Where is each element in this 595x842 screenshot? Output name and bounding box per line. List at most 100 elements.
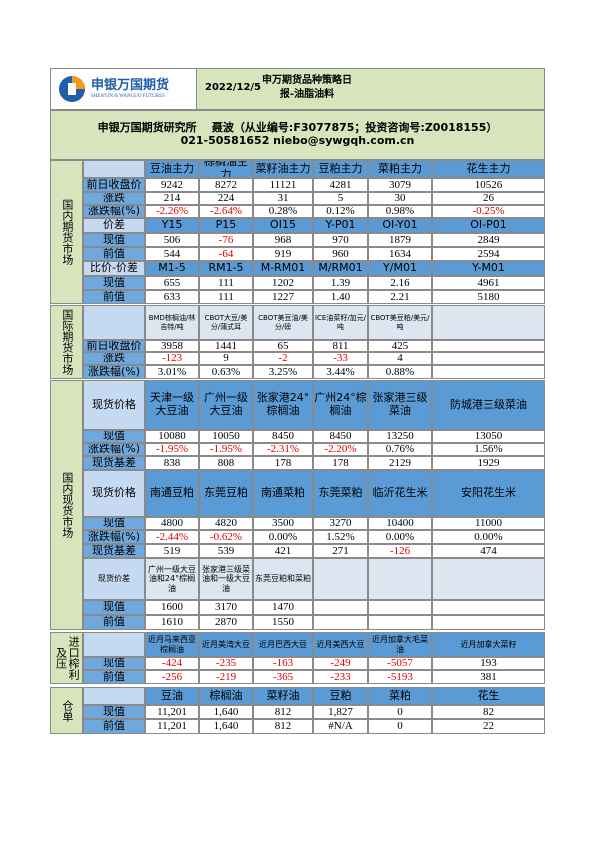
row-label: 涨跌幅(%) — [83, 443, 145, 456]
row-label — [83, 305, 145, 340]
column-header: 东莞豆粕和菜粕 — [253, 558, 313, 600]
value-cell: -249 — [313, 657, 368, 670]
column-header: 豆油 — [145, 687, 199, 705]
column-header: 棕榈油 — [199, 687, 253, 705]
value-cell — [313, 600, 368, 615]
value-cell — [432, 600, 545, 615]
value-cell: 655 — [145, 276, 199, 290]
section-label: 国内现货市场 — [50, 380, 83, 630]
value-cell: -2.31% — [253, 443, 313, 456]
value-cell: 968 — [253, 233, 313, 247]
value-cell: 82 — [432, 705, 545, 719]
value-cell: 111 — [199, 276, 253, 290]
row-label — [83, 687, 145, 705]
column-header: CBOT美豆油/美分/磅 — [253, 305, 313, 340]
value-cell: 633 — [145, 290, 199, 304]
row-label: 前日收盘价 — [83, 340, 145, 352]
value-cell: 10526 — [432, 178, 545, 192]
logo: 申银万国期货 SHENYIN & WANGUO FUTURES — [50, 68, 197, 110]
value-cell: 178 — [253, 456, 313, 470]
value-cell: -76 — [199, 233, 253, 247]
section-label: 国际期货市场 — [50, 305, 83, 379]
value-cell: 519 — [145, 544, 199, 558]
column-header: 近月马来西亚棕榈油 — [145, 632, 199, 657]
value-cell: -424 — [145, 657, 199, 670]
value-cell: 5180 — [432, 290, 545, 304]
column-header: 天津一级大豆油 — [145, 380, 199, 430]
column-header: 南通菜粕 — [253, 470, 313, 517]
value-cell: 1227 — [253, 290, 313, 304]
row-label — [83, 160, 145, 178]
value-cell: -5193 — [368, 670, 432, 684]
value-cell: 812 — [253, 719, 313, 734]
column-header — [432, 305, 545, 340]
column-header: 近月加拿大菜籽 — [432, 632, 545, 657]
value-cell: 3270 — [313, 517, 368, 530]
column-header: CBOT美豆粕/美元/吨 — [368, 305, 432, 340]
value-cell: 5 — [313, 192, 368, 205]
row-label: 现货价差 — [83, 558, 145, 600]
logo-icon — [59, 76, 85, 102]
value-cell: 0.28% — [253, 205, 313, 218]
column-header: 张家港三级菜油 — [368, 380, 432, 430]
value-cell: 8272 — [199, 178, 253, 192]
value-cell — [432, 340, 545, 352]
value-cell: 1879 — [368, 233, 432, 247]
value-cell: 0 — [368, 705, 432, 719]
logo-cn: 申银万国期货 — [91, 77, 170, 93]
column-header: 棕榈油主力 — [199, 160, 253, 178]
column-header: Y-P01 — [313, 218, 368, 233]
column-header: OI15 — [253, 218, 313, 233]
column-header: 广州一级大豆油 — [199, 380, 253, 430]
value-cell: 0.88% — [368, 365, 432, 379]
row-label: 前值 — [83, 670, 145, 684]
value-cell: 1.56% — [432, 443, 545, 456]
value-cell: 9 — [199, 352, 253, 365]
value-cell — [432, 352, 545, 365]
value-cell: -233 — [313, 670, 368, 684]
row-label: 前日收盘价 — [83, 178, 145, 192]
column-header — [368, 558, 432, 600]
value-cell: -0.25% — [432, 205, 545, 218]
value-cell: 111 — [199, 290, 253, 304]
row-label: 比价-价差 — [83, 261, 145, 276]
value-cell: 10080 — [145, 430, 199, 443]
value-cell — [313, 615, 368, 630]
column-header: 近月美湾大豆 — [199, 632, 253, 657]
value-cell: 11121 — [253, 178, 313, 192]
column-header: 菜籽油主力 — [253, 160, 313, 178]
value-cell: -256 — [145, 670, 199, 684]
info-line: 021-50581652 niebo@sywgqh.com.cn — [180, 134, 415, 147]
row-label: 现值 — [83, 657, 145, 670]
row-label: 现货基差 — [83, 544, 145, 558]
column-header: 张家港24°棕榈油 — [253, 380, 313, 430]
column-header: OI-P01 — [432, 218, 545, 233]
column-header: 南通豆粕 — [145, 470, 199, 517]
row-label: 价差 — [83, 218, 145, 233]
value-cell: 26 — [432, 192, 545, 205]
row-label: 前值 — [83, 247, 145, 261]
value-cell: 11,201 — [145, 705, 199, 719]
row-label: 现值 — [83, 600, 145, 615]
column-header: 菜籽油 — [253, 687, 313, 705]
value-cell: -365 — [253, 670, 313, 684]
column-header: 东莞豆粕 — [199, 470, 253, 517]
value-cell: 1.52% — [313, 530, 368, 544]
value-cell: 1634 — [368, 247, 432, 261]
value-cell — [432, 365, 545, 379]
value-cell: -126 — [368, 544, 432, 558]
column-header: 张家港三级菜油和一级大豆油 — [199, 558, 253, 600]
value-cell: 193 — [432, 657, 545, 670]
row-label: 涨跌幅(%) — [83, 530, 145, 544]
value-cell: -5057 — [368, 657, 432, 670]
row-label: 前值 — [83, 615, 145, 630]
value-cell: 3.25% — [253, 365, 313, 379]
value-cell: 224 — [199, 192, 253, 205]
value-cell — [368, 600, 432, 615]
value-cell: 214 — [145, 192, 199, 205]
value-cell: 3079 — [368, 178, 432, 192]
date: 2022/12/5 — [205, 82, 262, 93]
value-cell: -219 — [199, 670, 253, 684]
value-cell: 4281 — [313, 178, 368, 192]
value-cell: -2 — [253, 352, 313, 365]
